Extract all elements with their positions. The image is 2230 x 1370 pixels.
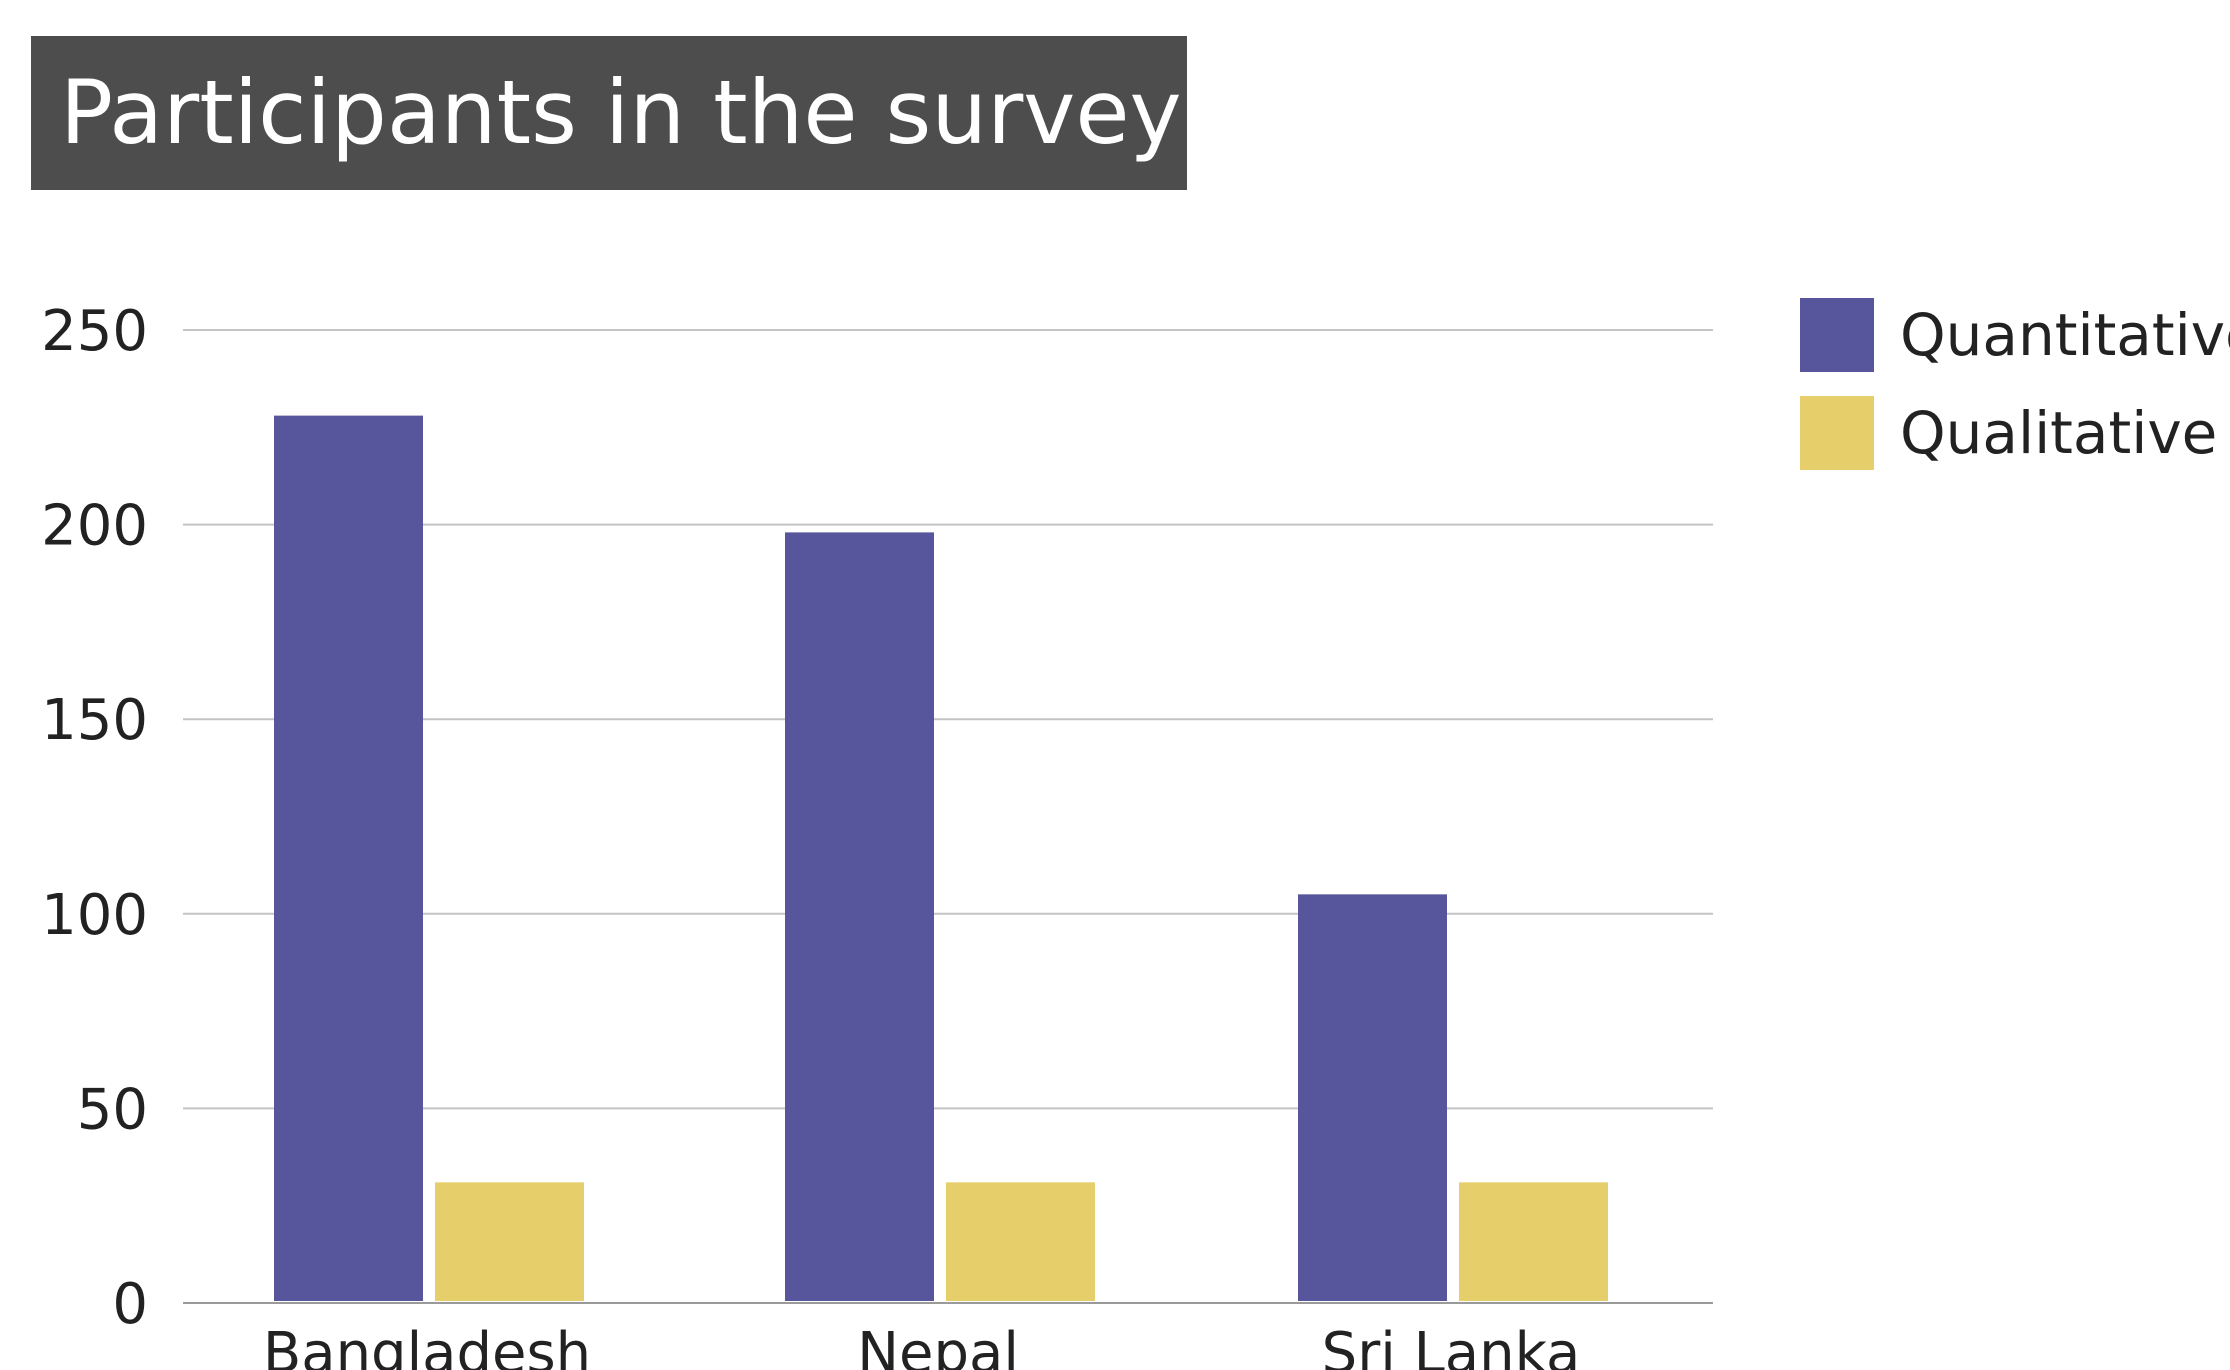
- legend[interactable]: Quantitative Qualitative: [1800, 298, 2230, 470]
- bar-qualitative-nepal[interactable]: [946, 1182, 1095, 1301]
- y-axis-ticks: 0 50 100 150 200 250: [41, 299, 148, 1337]
- chart-title: Participants in the survey: [60, 61, 1182, 164]
- x-category-label: Bangladesh: [263, 1321, 591, 1370]
- bar-quantitative-bangladesh[interactable]: [274, 415, 423, 1301]
- chart-title-box: Participants in the survey: [31, 36, 1187, 190]
- y-tick-label: 0: [112, 1272, 148, 1337]
- bar-qualitative-bangladesh[interactable]: [435, 1182, 584, 1301]
- legend-item-qualitative[interactable]: Qualitative: [1800, 396, 2217, 470]
- legend-item-quantitative[interactable]: Quantitative: [1800, 298, 2230, 372]
- bars: [274, 415, 1608, 1301]
- y-tick-label: 250: [41, 299, 148, 364]
- legend-label: Qualitative: [1900, 399, 2217, 467]
- x-axis-labels: Bangladesh Nepal Sri Lanka: [263, 1321, 1581, 1370]
- y-tick-label: 200: [41, 494, 148, 559]
- gridlines: [183, 329, 1713, 1304]
- bar-quantitative-sri-lanka[interactable]: [1298, 894, 1447, 1301]
- x-category-label: Sri Lanka: [1322, 1321, 1581, 1370]
- y-tick-label: 100: [41, 883, 148, 948]
- legend-swatch: [1800, 396, 1874, 470]
- bar-qualitative-sri-lanka[interactable]: [1459, 1182, 1608, 1301]
- legend-swatch: [1800, 298, 1874, 372]
- legend-label: Quantitative: [1900, 301, 2230, 369]
- bar-quantitative-nepal[interactable]: [785, 532, 934, 1301]
- y-tick-label: 150: [41, 688, 148, 753]
- y-tick-label: 50: [77, 1077, 148, 1142]
- x-category-label: Nepal: [857, 1321, 1019, 1370]
